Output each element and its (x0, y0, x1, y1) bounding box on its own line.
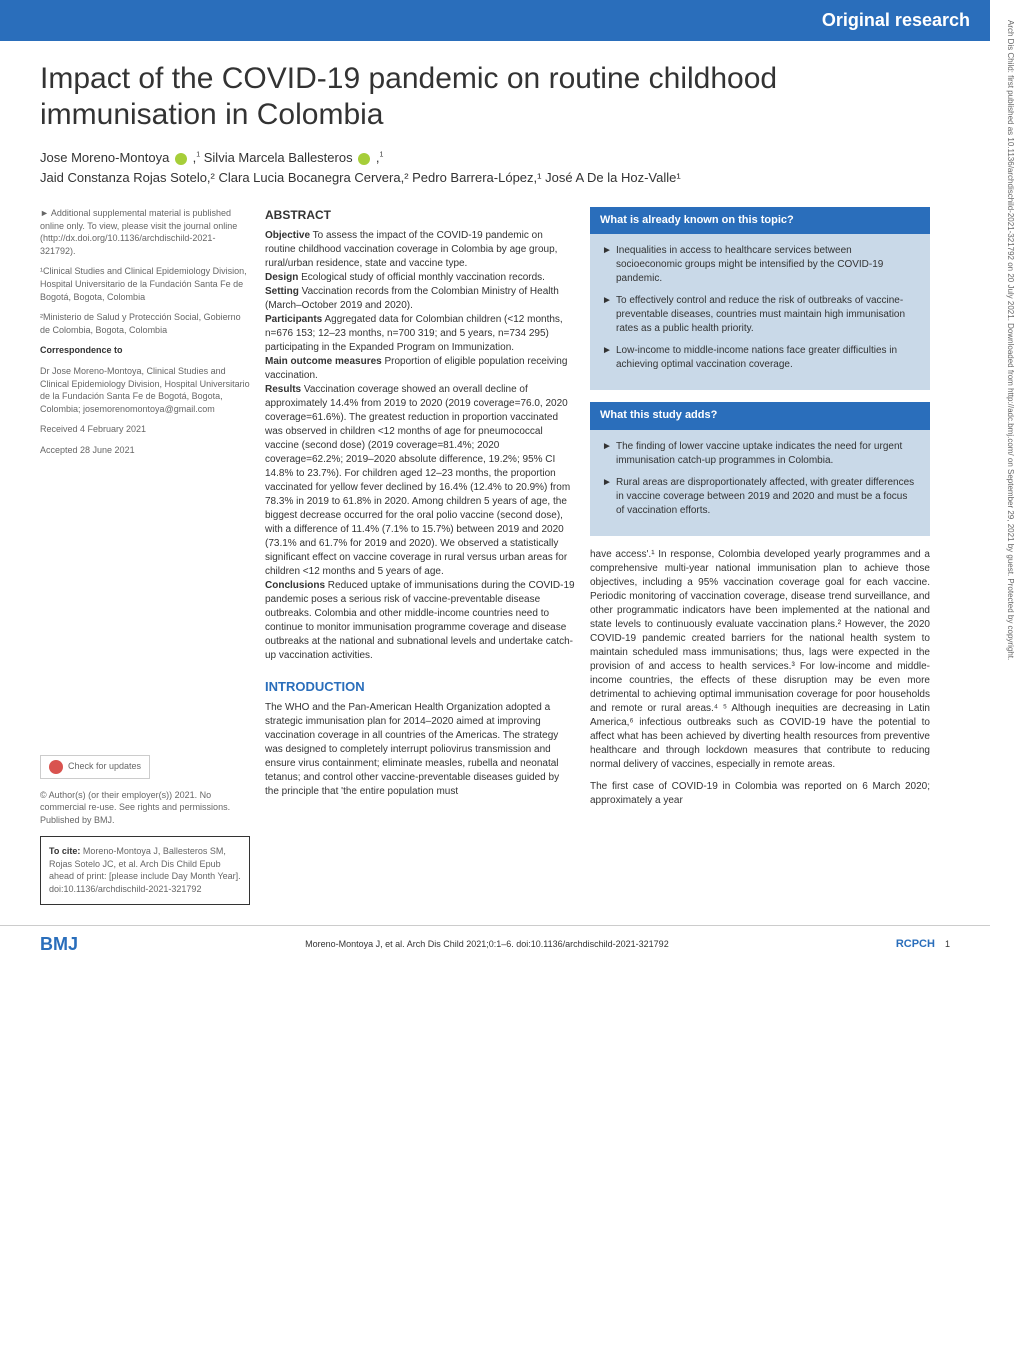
affiliation-2: ²Ministerio de Salud y Protección Social… (40, 311, 250, 336)
footer-right: RCPCH 1 (896, 938, 950, 950)
body-text: have access'.¹ In response, Colombia dev… (590, 548, 930, 808)
adds-item-2: Rural areas are disproportionately affec… (602, 476, 918, 518)
footer-citation: Moreno-Montoya J, et al. Arch Dis Child … (305, 939, 669, 949)
footer: BMJ Moreno-Montoya J, et al. Arch Dis Ch… (0, 925, 990, 963)
author-1-affil: 1 (196, 152, 200, 159)
abstract-outcome: Main outcome measures Proportion of elig… (265, 355, 575, 383)
design-label: Design (265, 272, 298, 283)
abstract-conclusions: Conclusions Reduced uptake of immunisati… (265, 579, 575, 663)
authors-remaining: Jaid Constanza Rojas Sotelo,² Clara Luci… (40, 170, 681, 185)
abstract-results: Results Vaccination coverage showed an o… (265, 383, 575, 579)
correspondence-text: Dr Jose Moreno-Montoya, Clinical Studies… (40, 365, 250, 415)
adds-box: What this study adds? The finding of low… (590, 402, 930, 535)
check-updates-label: Check for updates (68, 760, 141, 773)
known-box: What is already known on this topic? Ine… (590, 207, 930, 390)
known-list: Inequalities in access to healthcare ser… (590, 234, 930, 372)
supplemental-note: ► Additional supplemental material is pu… (40, 207, 250, 257)
known-item-3: Low-income to middle-income nations face… (602, 344, 918, 372)
author-1: Jose Moreno-Montoya (40, 150, 169, 165)
setting-label: Setting (265, 286, 299, 297)
abstract-participants: Participants Aggregated data for Colombi… (265, 313, 575, 355)
received-date: Received 4 February 2021 (40, 423, 250, 436)
setting-text: Vaccination records from the Colombian M… (265, 286, 559, 311)
conclusions-label: Conclusions (265, 580, 325, 591)
abstract-heading: ABSTRACT (265, 207, 575, 224)
main-content: Original research Impact of the COVID-19… (0, 0, 990, 963)
citation-box: To cite: Moreno-Montoya J, Ballesteros S… (40, 836, 250, 904)
page-container: Original research Impact of the COVID-19… (0, 0, 1020, 963)
check-updates-button[interactable]: Check for updates (40, 755, 150, 779)
introduction-heading: INTRODUCTION (265, 678, 575, 696)
abstract-objective: Objective To assess the impact of the CO… (265, 229, 575, 271)
intro-paragraph-1: The WHO and the Pan-American Health Orga… (265, 701, 575, 799)
orcid-icon (175, 153, 187, 165)
cite-label: To cite: (49, 846, 80, 856)
margin-note: Arch Dis Child: first published as 10.11… (990, 0, 1020, 963)
results-text: Vaccination coverage showed an overall d… (265, 384, 570, 577)
sidebar-column: ► Additional supplemental material is pu… (40, 207, 250, 905)
article-title: Impact of the COVID-19 pandemic on routi… (40, 61, 950, 133)
abstract-design: Design Ecological study of official mont… (265, 271, 575, 285)
page-number: 1 (945, 939, 950, 949)
abstract-setting: Setting Vaccination records from the Col… (265, 285, 575, 313)
known-item-1: Inequalities in access to healthcare ser… (602, 244, 918, 286)
orcid-icon (358, 153, 370, 165)
authors-block: Jose Moreno-Montoya ,1 Silvia Marcela Ba… (40, 148, 950, 187)
adds-item-1: The finding of lower vaccine uptake indi… (602, 440, 918, 468)
affiliation-1: ¹Clinical Studies and Clinical Epidemiol… (40, 265, 250, 303)
design-text: Ecological study of official monthly vac… (301, 272, 545, 283)
outcome-label: Main outcome measures (265, 356, 382, 367)
participants-label: Participants (265, 314, 322, 325)
adds-heading: What this study adds? (590, 402, 930, 429)
results-label: Results (265, 384, 301, 395)
accepted-date: Accepted 28 June 2021 (40, 444, 250, 457)
author-2: Silvia Marcela Ballesteros (204, 150, 353, 165)
check-updates-icon (49, 760, 63, 774)
objective-label: Objective (265, 230, 310, 241)
body-paragraph-1: have access'.¹ In response, Colombia dev… (590, 548, 930, 772)
copyright-text: © Author(s) (or their employer(s)) 2021.… (40, 789, 250, 827)
header-bar: Original research (0, 0, 990, 41)
conclusions-text: Reduced uptake of immunisations during t… (265, 580, 575, 661)
rcpch-logo: RCPCH (896, 938, 935, 950)
known-item-2: To effectively control and reduce the ri… (602, 294, 918, 336)
section-label: Original research (822, 10, 970, 30)
right-column: What is already known on this topic? Ine… (590, 207, 930, 905)
correspondence-heading: Correspondence to (40, 344, 250, 357)
body-paragraph-2: The first case of COVID-19 in Colombia w… (590, 780, 930, 808)
author-2-affil: 1 (379, 152, 383, 159)
known-heading: What is already known on this topic? (590, 207, 930, 234)
title-section: Impact of the COVID-19 pandemic on routi… (0, 41, 990, 197)
abstract-column: ABSTRACT Objective To assess the impact … (265, 207, 575, 905)
content-columns: ► Additional supplemental material is pu… (0, 197, 990, 925)
adds-list: The finding of lower vaccine uptake indi… (590, 430, 930, 518)
bmj-logo: BMJ (40, 934, 78, 955)
